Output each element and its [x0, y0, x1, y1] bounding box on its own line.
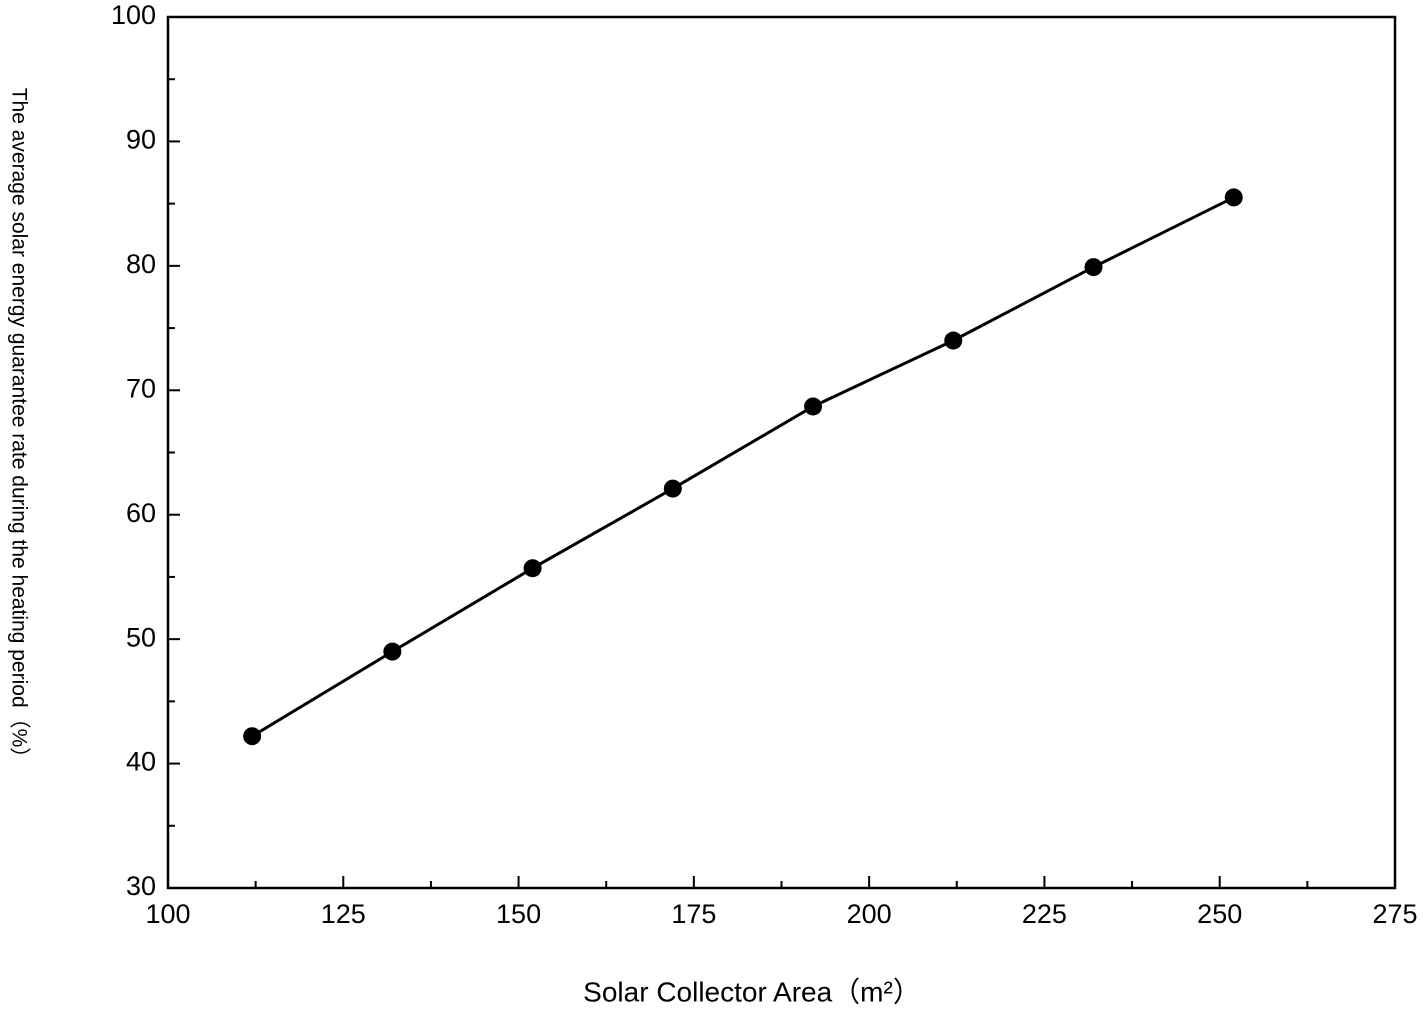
x-axis-label: Solar Collector Area（m²）	[583, 976, 921, 1007]
y-tick-label: 90	[126, 125, 156, 155]
x-tick-label: 125	[321, 899, 366, 929]
y-tick-label: 70	[126, 373, 156, 403]
data-point	[243, 727, 262, 746]
y-axis-label: The average solar energy guarantee rate …	[7, 88, 30, 769]
x-tick-label: 100	[145, 899, 190, 929]
y-tick-label: 80	[126, 249, 156, 279]
x-tick-label: 150	[496, 899, 541, 929]
data-point	[804, 397, 823, 416]
data-point	[523, 559, 542, 578]
y-tick-label: 60	[126, 498, 156, 528]
data-point	[1084, 258, 1103, 277]
x-tick-label: 250	[1197, 899, 1242, 929]
x-tick-label: 275	[1372, 899, 1417, 929]
data-point	[663, 479, 682, 498]
plot-frame	[166, 15, 1397, 890]
data-point	[1224, 188, 1243, 207]
x-tick-label: 175	[671, 899, 716, 929]
y-tick-label: 40	[126, 747, 156, 777]
y-tick-label: 30	[126, 871, 156, 901]
data-point	[383, 642, 402, 661]
data-point	[944, 331, 963, 350]
y-tick-label: 100	[111, 0, 156, 30]
y-tick-label: 50	[126, 622, 156, 652]
x-tick-label: 225	[1022, 899, 1067, 929]
x-tick-label: 200	[847, 899, 892, 929]
data-line	[251, 196, 1235, 738]
